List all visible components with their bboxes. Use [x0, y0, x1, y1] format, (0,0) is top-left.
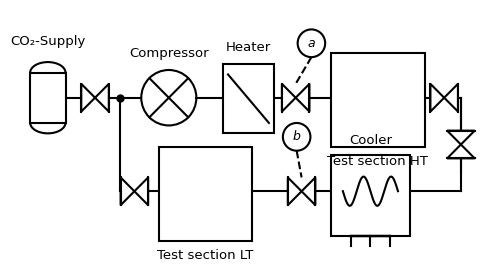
Polygon shape — [81, 84, 95, 111]
Polygon shape — [444, 84, 458, 111]
Polygon shape — [134, 177, 148, 205]
Circle shape — [283, 123, 311, 151]
Bar — [159, 147, 252, 241]
Text: CO₂-Supply: CO₂-Supply — [10, 35, 85, 48]
Polygon shape — [301, 177, 315, 205]
Polygon shape — [288, 177, 301, 205]
Polygon shape — [447, 131, 475, 145]
Polygon shape — [282, 84, 296, 111]
Text: a: a — [308, 37, 315, 50]
Circle shape — [298, 29, 325, 57]
Bar — [223, 64, 274, 133]
Bar — [331, 53, 424, 147]
Polygon shape — [95, 84, 109, 111]
Polygon shape — [431, 84, 444, 111]
Polygon shape — [447, 145, 475, 158]
Polygon shape — [120, 177, 134, 205]
Bar — [30, 73, 66, 123]
Bar — [331, 155, 410, 236]
Polygon shape — [296, 84, 310, 111]
Text: Test section LT: Test section LT — [157, 249, 254, 262]
Text: Test section HT: Test section HT — [327, 155, 428, 168]
Text: Compressor: Compressor — [129, 47, 209, 60]
Text: Cooler: Cooler — [349, 134, 392, 147]
Text: Heater: Heater — [226, 41, 271, 54]
Text: b: b — [293, 130, 300, 143]
